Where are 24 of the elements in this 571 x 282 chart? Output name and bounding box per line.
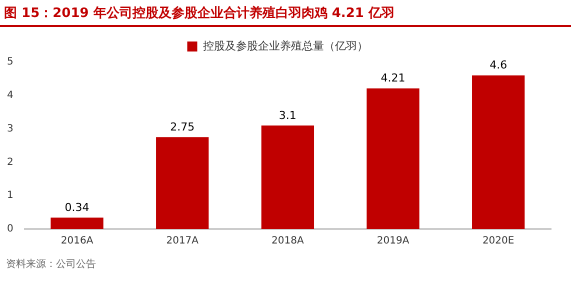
y-tick-label: 0 bbox=[6, 224, 14, 235]
data-label: 3.1 bbox=[278, 108, 296, 122]
bar bbox=[50, 218, 104, 229]
data-label: 0.34 bbox=[64, 201, 90, 214]
x-tick-label: 2016A bbox=[60, 236, 94, 247]
y-tick-label: 4 bbox=[6, 90, 14, 101]
data-label: 4.6 bbox=[490, 58, 508, 72]
data-label: 4.21 bbox=[380, 72, 406, 85]
x-tick-label: 2017A bbox=[166, 236, 199, 247]
x-tick-label: 2018A bbox=[272, 236, 304, 247]
legend-label: 控股及参股企业养殖总量（亿羽） bbox=[202, 39, 368, 52]
chart-title: 图 15：2019 年公司控股及参股企业合计养殖白羽肉鸡 4.21 亿羽 bbox=[0, 0, 571, 27]
text: 资料来源：公司公告 bbox=[5, 258, 97, 272]
y-tick-label: 2 bbox=[6, 156, 14, 168]
y-tick-label: 3 bbox=[6, 123, 14, 134]
bar bbox=[261, 125, 314, 229]
x-tick-label: 2019A bbox=[376, 236, 410, 247]
x-tick-label: 2020E bbox=[482, 236, 514, 247]
data-label: 2.75 bbox=[170, 120, 195, 134]
bar bbox=[366, 88, 420, 229]
bar bbox=[156, 137, 209, 229]
bar bbox=[472, 75, 525, 229]
y-tick-label: 1 bbox=[6, 190, 14, 202]
y-tick-label: 5 bbox=[6, 56, 14, 68]
